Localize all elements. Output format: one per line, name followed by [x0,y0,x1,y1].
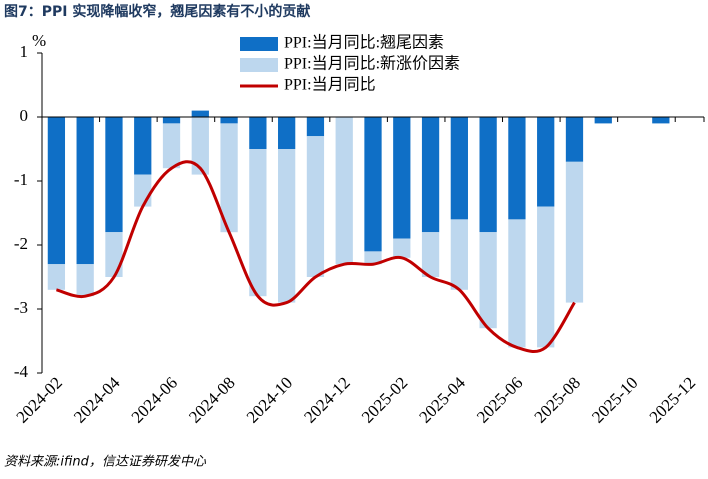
x-tick-label: 2025-04 [415,373,469,427]
bar [249,117,267,149]
y-axis-label: % [32,31,46,50]
bar [537,117,555,207]
x-tick-label: 2025-12 [646,373,700,427]
legend-label: PPI:当月同比 [284,76,376,94]
bar [393,117,411,239]
bar [450,219,468,290]
bar [105,117,123,233]
bar [479,232,497,329]
bar [191,117,209,175]
y-tick-label: -3 [14,298,28,317]
x-tick-label: 2025-10 [588,373,642,427]
bar [220,123,238,233]
x-tick-label: 2025-02 [358,373,412,427]
x-tick-label: 2024-12 [300,373,354,427]
bar [421,117,440,233]
bar [306,117,325,137]
x-tick-label: 2025-08 [531,373,585,427]
bar [47,117,66,265]
bar [421,232,440,277]
bar [565,161,584,303]
x-tick-label: 2025-06 [473,373,527,427]
legend-swatch [240,37,278,51]
y-tick-label: -4 [14,362,29,381]
bar [134,117,152,175]
bar [393,238,411,258]
bar [565,117,584,162]
legend-swatch [240,58,278,72]
bar [508,219,526,348]
bar [220,117,238,124]
x-tick-label: 2024-10 [243,373,297,427]
y-tick-label: 1 [20,42,29,61]
x-tick-label: 2024-06 [128,373,182,427]
y-tick-label: -2 [14,234,28,253]
bar [479,117,497,233]
bar [306,136,325,277]
bar [162,117,181,124]
x-tick-label: 2024-08 [185,373,239,427]
bar [450,117,468,220]
bar [537,206,555,348]
bar [364,117,382,252]
bar [76,117,94,265]
line [55,160,576,354]
bar [508,117,526,220]
bar [594,117,612,124]
bar [191,110,209,117]
legend-label: PPI:当月同比:新涨价因素 [284,55,460,73]
x-tick-label: 2024-04 [70,373,124,427]
bar [278,117,296,149]
bar [652,117,670,124]
bar [278,149,296,303]
source: 资料来源:ifind，信达证券研发中心 [4,455,207,470]
bar [335,117,353,265]
bar [105,232,123,277]
bar [162,123,181,169]
bar [364,251,382,265]
bar [76,264,94,297]
y-tick-label: 0 [20,106,29,125]
bar [134,174,152,207]
chart-title: 图7：PPI 实现降幅收窄，翘尾因素有不小的贡献 [4,3,310,20]
y-tick-label: -1 [14,170,28,189]
bar [47,264,66,290]
bar [249,149,267,297]
legend-label: PPI:当月同比:翘尾因素 [284,34,444,52]
x-tick-label: 2024-02 [12,373,66,427]
